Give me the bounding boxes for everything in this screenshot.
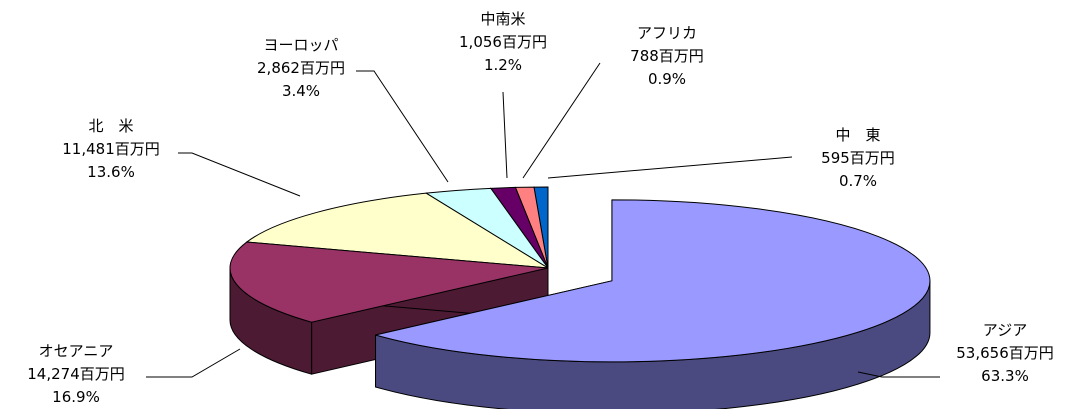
leader-lines — [146, 62, 940, 378]
slice-label-name-3: ヨーロッパ — [263, 36, 338, 54]
slice-label-name-6: 中 東 — [835, 126, 880, 144]
slice-label-value-4: 1,056百万円 — [459, 33, 547, 51]
slice-top-1 — [229, 241, 549, 323]
slice-labels: アジア 53,656百万円 63.3% オセアニア 14,274百万円 16.9% 北 米 1… — [27, 10, 1054, 406]
slice-label-name-4: 中南米 — [480, 10, 525, 28]
leader-line-0 — [857, 371, 940, 378]
slice-label-value-0: 53,656百万円 — [956, 344, 1054, 362]
slice-label-percent-5: 0.9% — [648, 70, 686, 88]
slice-top-2 — [246, 192, 549, 269]
leader-line-3 — [356, 70, 449, 183]
slice-label-percent-0: 63.3% — [981, 367, 1029, 385]
slice-top-0 — [375, 199, 931, 363]
slice-label-name-0: アジア — [983, 321, 1027, 339]
slice-label-value-6: 595百万円 — [821, 149, 895, 167]
leader-line-4 — [502, 91, 508, 179]
leader-line-2 — [178, 152, 301, 197]
slice-label-percent-3: 3.4% — [282, 82, 320, 100]
leader-line-5 — [522, 62, 601, 179]
slice-label-name-5: アフリカ — [637, 24, 697, 42]
slice-label-value-3: 2,862百万円 — [257, 59, 345, 77]
slice-label-percent-6: 0.7% — [839, 172, 877, 190]
slice-label-value-2: 11,481百万円 — [62, 140, 160, 158]
leader-line-6 — [547, 156, 793, 179]
slice-label-value-1: 14,274百万円 — [27, 365, 125, 383]
leader-line-1 — [146, 348, 241, 378]
slice-label-percent-4: 1.2% — [484, 56, 522, 74]
slice-label-percent-2: 13.6% — [87, 163, 135, 181]
slice-label-percent-1: 16.9% — [52, 388, 100, 406]
slice-label-name-2: 北 米 — [88, 117, 133, 135]
slice-label-name-1: オセアニア — [39, 342, 114, 360]
slice-label-value-5: 788百万円 — [630, 47, 704, 65]
pie-tops — [229, 186, 931, 363]
